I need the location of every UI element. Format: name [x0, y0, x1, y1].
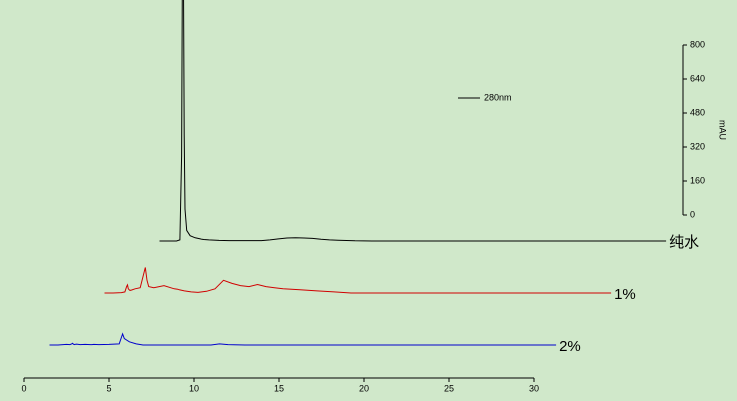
x-tick-label: 20 [359, 383, 369, 393]
x-tick-label: 30 [529, 383, 539, 393]
legend-label: 280nm [484, 92, 512, 102]
series-label: 纯水 [669, 234, 699, 251]
y-tick-label: 480 [690, 107, 705, 117]
y-axis-label: mAU [718, 120, 728, 140]
y-tick-label: 320 [690, 141, 705, 151]
y-tick-label: 0 [690, 209, 695, 219]
trace [159, 0, 667, 242]
x-tick-label: 15 [274, 383, 284, 393]
series-label: 1% [614, 286, 636, 303]
x-tick-label: 10 [189, 383, 199, 393]
y-tick-label: 160 [690, 175, 705, 185]
x-tick-label: 0 [21, 383, 26, 393]
y-tick-label: 640 [690, 73, 705, 83]
x-tick-label: 25 [444, 383, 454, 393]
trace [49, 332, 557, 346]
y-tick-label: 800 [690, 39, 705, 49]
series-label: 2% [559, 338, 581, 355]
x-tick-label: 5 [106, 383, 111, 393]
trace [104, 267, 612, 294]
